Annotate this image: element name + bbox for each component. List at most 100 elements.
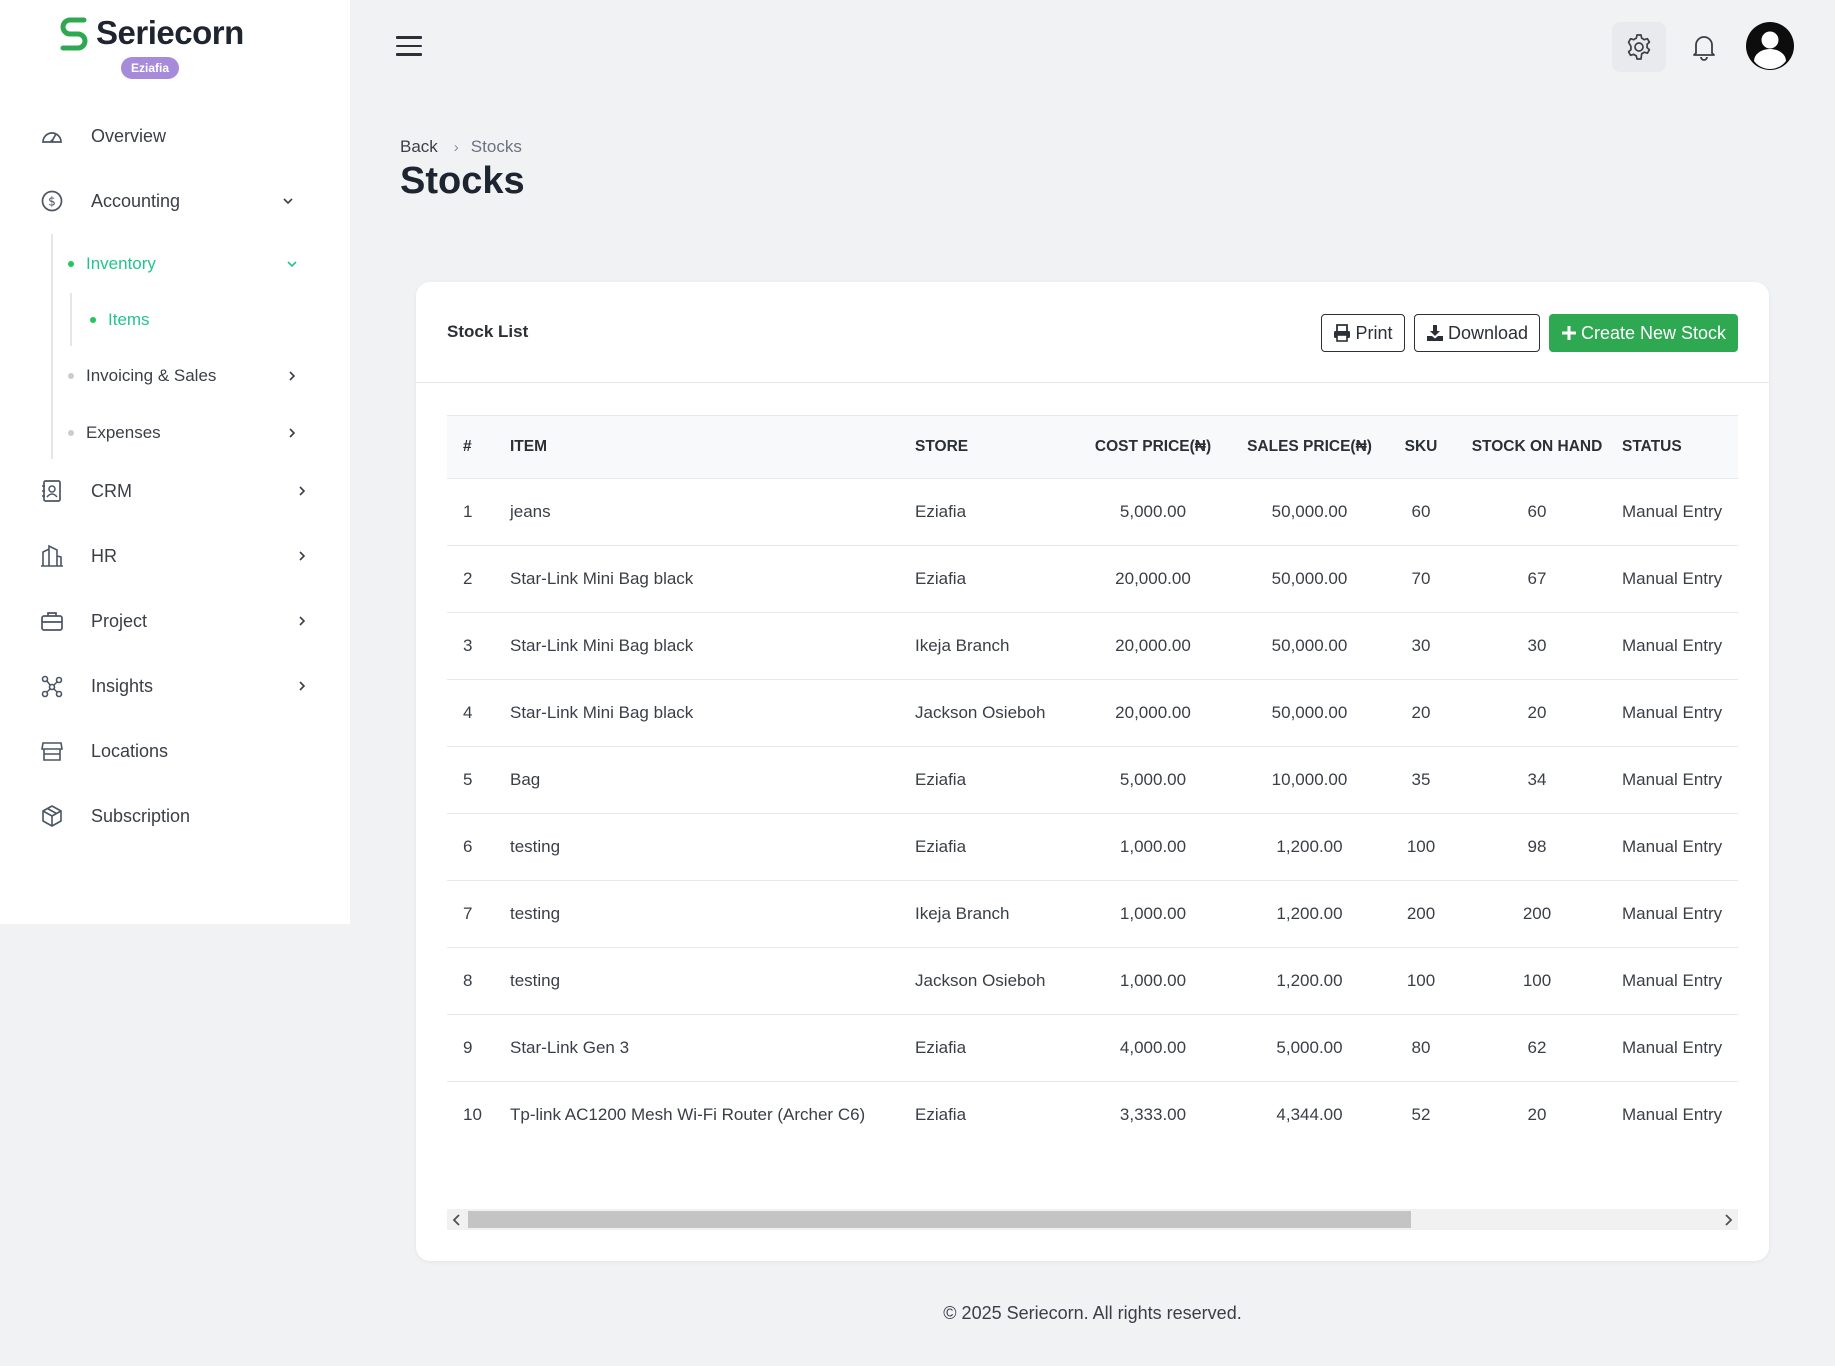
cell-sku: 52 <box>1411 1105 1431 1125</box>
scrollbar-thumb[interactable] <box>468 1211 1411 1228</box>
cell-number: 2 <box>447 545 510 613</box>
sidebar-subitem-expenses[interactable]: Expenses <box>68 415 300 451</box>
table-row[interactable]: 6 testing Eziafia 1,000.00 1,200.00 100 98 Manu… <box>447 813 1738 881</box>
sidebar-item-hr[interactable]: HR <box>40 536 320 576</box>
sidebar-item-project[interactable]: Project <box>40 601 320 641</box>
cell-sales-price: 4,344.00 <box>1276 1105 1343 1125</box>
cell-number: 7 <box>447 880 510 948</box>
cell-stock-on-hand: 20 <box>1454 679 1620 747</box>
chevron-right-icon <box>289 371 296 381</box>
sidebar-item-label: Overview <box>91 125 167 146</box>
cell-status: Manual Entry <box>1620 612 1738 680</box>
cell-cost-price: 20,000.00 <box>1075 612 1231 680</box>
scroll-left-button[interactable] <box>447 1209 467 1230</box>
cell-number: 5 <box>447 746 510 814</box>
table-row[interactable]: 9 Star-Link Gen 3 Eziafia 4,000.00 5,000.00 8… <box>447 1014 1738 1082</box>
sidebar-subitem-label: Inventory <box>86 254 156 273</box>
sidebar-subitem-label: Invoicing & Sales <box>86 366 217 385</box>
table-row[interactable]: 3 Star-Link Mini Bag black Ikeja Branch 20,… <box>447 612 1738 680</box>
cell-stock-on-hand: 200 <box>1454 880 1620 948</box>
sidebar-item-insights[interactable]: Insights <box>40 666 320 706</box>
brand-logo[interactable]: Seriecorn Eziafia <box>54 12 254 82</box>
card-header: Stock List Print Download Create New Sto… <box>416 282 1769 383</box>
cell-store: Eziafia <box>915 813 1075 881</box>
chevron-right-icon <box>299 616 306 626</box>
user-avatar-icon[interactable] <box>1745 21 1795 71</box>
scroll-right-button[interactable] <box>1718 1209 1738 1230</box>
cell-number: 1 <box>447 478 510 546</box>
table-row[interactable]: 4 Star-Link Mini Bag black Jackson Osieboh… <box>447 679 1738 747</box>
cell-sku: 30 <box>1388 612 1454 680</box>
sidebar-subitem-label: Expenses <box>86 423 161 442</box>
cell-number: 3 <box>447 612 510 680</box>
cell-store: Jackson Osieboh <box>915 679 1075 747</box>
hamburger-line <box>396 36 422 39</box>
cell-status: Manual Entry <box>1620 545 1738 613</box>
bullet-dot-icon <box>68 261 74 267</box>
hamburger-line <box>396 44 422 47</box>
stock-table-container[interactable]: # ITEM STORE COST PRICE(₦) SALES PRICE(₦… <box>447 415 1738 1203</box>
column-header-cost-price: COST PRICE(₦) <box>1075 415 1231 479</box>
cell-sales-price: 50,000.00 <box>1231 545 1388 613</box>
cell-sales-price: 1,200.00 <box>1231 813 1388 881</box>
store-icon <box>40 739 64 763</box>
sidebar-subitem-items[interactable]: Items <box>90 302 240 338</box>
table-row[interactable]: 10 Tp-link AC1200 Mesh Wi-Fi Router (Arch… <box>447 1082 1738 1149</box>
print-button[interactable]: Print <box>1321 314 1405 352</box>
table-row[interactable]: 8 testing Jackson Osieboh 1,000.00 1,200.00 1… <box>447 947 1738 1015</box>
sidebar-item-subscription[interactable]: Subscription <box>40 796 320 836</box>
cell-item: testing <box>510 880 915 948</box>
chevron-down-icon <box>287 261 297 268</box>
sidebar-item-label: Locations <box>91 740 169 761</box>
cell-item: Star-Link Gen 3 <box>510 1014 915 1082</box>
sidebar-subitem-inventory[interactable]: Inventory <box>68 246 300 282</box>
cell-stock-on-hand: 30 <box>1454 612 1620 680</box>
cell-status: Manual Entry <box>1620 947 1738 1015</box>
menu-toggle-button[interactable] <box>396 36 422 58</box>
cell-sku: 70 <box>1388 545 1454 613</box>
cell-stock-on-hand: 60 <box>1454 478 1620 546</box>
card-title: Stock List <box>447 322 529 341</box>
cell-status: Manual Entry <box>1620 679 1738 747</box>
table-row[interactable]: 2 Star-Link Mini Bag black Eziafia 20,000.0… <box>447 545 1738 613</box>
cell-store: Eziafia <box>915 478 1075 546</box>
cell-item: Star-Link Mini Bag black <box>510 545 915 613</box>
cell-store: Eziafia <box>915 545 1075 613</box>
notifications-button[interactable] <box>1677 22 1731 72</box>
stock-table: # ITEM STORE COST PRICE(₦) SALES PRICE(₦… <box>447 415 1738 1149</box>
settings-button[interactable] <box>1612 22 1666 72</box>
table-row[interactable]: 5 Bag Eziafia 5,000.00 10,000.00 35 34 Manual E… <box>447 746 1738 814</box>
sidebar-item-overview[interactable]: Overview <box>40 116 320 156</box>
table-header-row: # ITEM STORE COST PRICE(₦) SALES PRICE(₦… <box>447 415 1738 479</box>
sidebar-item-label: CRM <box>91 480 132 501</box>
cell-store: Eziafia <box>915 746 1075 814</box>
building-icon <box>40 544 64 568</box>
cell-status: Manual Entry <box>1620 813 1738 881</box>
network-icon <box>40 674 64 698</box>
cell-stock-on-hand: 98 <box>1454 813 1620 881</box>
cell-sku: 100 <box>1388 947 1454 1015</box>
column-header-sku: SKU <box>1388 415 1454 479</box>
cell-sales-price: 50,000.00 <box>1231 478 1388 546</box>
cell-sales-price: 1,200.00 <box>1231 947 1388 1015</box>
sidebar-subitem-label: Items <box>108 310 150 329</box>
breadcrumb-back-link[interactable]: Back <box>400 137 438 156</box>
table-row[interactable]: 7 testing Ikeja Branch 1,000.00 1,200.00 200 2… <box>447 880 1738 948</box>
sidebar-subitem-invoicing[interactable]: Invoicing & Sales <box>68 358 300 394</box>
sidebar-item-crm[interactable]: CRM <box>40 471 320 511</box>
horizontal-scrollbar[interactable] <box>447 1209 1738 1230</box>
table-row[interactable]: 1 jeans Eziafia 5,000.00 50,000.00 60 60 Manual… <box>447 478 1738 546</box>
breadcrumb-current: Stocks <box>470 137 522 156</box>
create-new-stock-button[interactable]: Create New Stock <box>1549 314 1738 352</box>
download-button[interactable]: Download <box>1414 314 1540 352</box>
cell-item: Star-Link Mini Bag black <box>510 612 915 680</box>
footer-copyright: © 2025 Seriecorn. All rights reserved. <box>943 1303 1242 1323</box>
sidebar-item-label: Project <box>91 610 148 631</box>
cell-stock-on-hand: 20 <box>1527 1105 1547 1125</box>
column-header-item: ITEM <box>510 415 915 479</box>
sidebar-item-accounting[interactable]: $ Accounting <box>40 181 320 221</box>
sidebar-item-label: HR <box>91 545 117 566</box>
svg-text:$: $ <box>48 195 56 209</box>
sidebar-item-locations[interactable]: Locations <box>40 731 320 771</box>
cell-number: 6 <box>447 813 510 881</box>
